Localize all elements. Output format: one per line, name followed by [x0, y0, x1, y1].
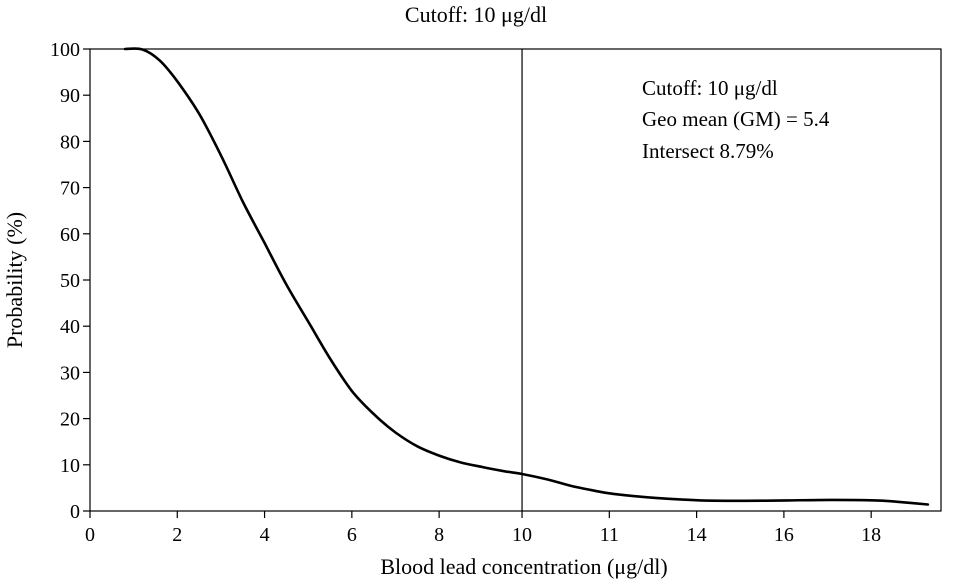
x-tick-label: 0 [85, 524, 95, 546]
y-tick-label: 70 [60, 178, 80, 200]
annotation-line-intersect: Intersect 8.79% [642, 139, 774, 163]
annotation-box: Cutoff: 10 μg/dl Geo mean (GM) = 5.4 Int… [642, 76, 830, 163]
y-tick-label: 0 [70, 501, 80, 523]
annotation-line-geomean: Geo mean (GM) = 5.4 [642, 107, 830, 131]
x-axis-ticks: 0 2 4 6 8 10 11 14 16 18 [85, 511, 881, 546]
chart-title: Cutoff: 10 μg/dl [405, 2, 547, 27]
y-tick-label: 100 [50, 39, 80, 61]
y-tick-label: 30 [60, 362, 80, 384]
x-tick-label: 18 [861, 524, 881, 546]
series-line-probability [123, 47, 930, 506]
y-axis-label: Probability (%) [2, 212, 27, 348]
annotation-line-cutoff: Cutoff: 10 μg/dl [642, 76, 778, 100]
x-tick-label: 11 [600, 524, 619, 546]
y-tick-label: 50 [60, 270, 80, 292]
y-tick-label: 80 [60, 131, 80, 153]
y-tick-label: 40 [60, 316, 80, 338]
y-tick-label: 90 [60, 85, 80, 107]
y-tick-label: 60 [60, 224, 80, 246]
x-axis-label: Blood lead concentration (μg/dl) [380, 554, 667, 579]
x-tick-label: 10 [512, 524, 532, 546]
x-tick-label: 2 [172, 524, 182, 546]
x-tick-label: 8 [434, 524, 444, 546]
x-tick-label: 6 [347, 524, 357, 546]
y-tick-label: 10 [60, 455, 80, 477]
y-axis-ticks: 0 10 20 30 40 50 60 70 80 90 100 [50, 39, 90, 523]
x-tick-label: 4 [260, 524, 270, 546]
y-tick-label: 20 [60, 409, 80, 431]
x-tick-label: 14 [687, 524, 707, 546]
x-tick-label: 16 [774, 524, 794, 546]
